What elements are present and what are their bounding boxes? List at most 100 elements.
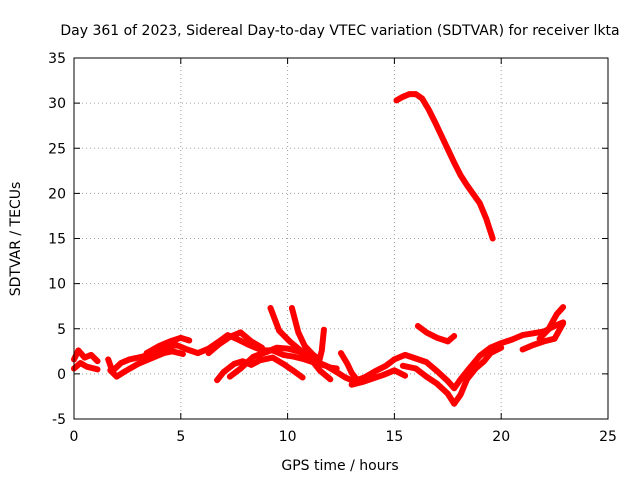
data-point [413, 355, 419, 362]
data-point [139, 353, 146, 360]
data-point [445, 378, 451, 384]
data-point [205, 350, 212, 356]
chart-title: Day 361 of 2023, Sidereal Day-to-day VTE… [60, 23, 619, 39]
data-point [186, 337, 193, 344]
series-track-2 [71, 360, 101, 373]
data-point [560, 304, 566, 310]
data-point [160, 350, 167, 356]
data-point [391, 356, 398, 363]
y-axis-label: SDTVAR / TECUs [8, 182, 24, 297]
data-point [451, 159, 458, 166]
data-point [173, 342, 180, 348]
data-point [545, 326, 551, 333]
data-point [77, 360, 84, 366]
data-point [393, 97, 400, 104]
y-axis-ticks: -5 0 5 10 15 20 25 30 35 [48, 51, 608, 428]
data-point [344, 361, 351, 367]
data-point [423, 329, 430, 336]
data-point [301, 343, 308, 349]
y-tick-label: 10 [48, 277, 66, 293]
grid-lines [74, 58, 608, 419]
data-point [472, 365, 479, 372]
data-point [423, 373, 430, 380]
data-point [489, 235, 496, 242]
data-point [105, 356, 111, 363]
data-point [220, 369, 227, 375]
x-tick-label: 25 [599, 429, 617, 445]
data-point [445, 390, 451, 397]
data-point [180, 351, 186, 357]
data-point [195, 350, 201, 356]
series-track-6 [214, 354, 306, 384]
data-point [248, 338, 255, 345]
data-point [451, 400, 458, 407]
data-point [333, 365, 340, 372]
data-point [216, 341, 222, 347]
data-point [84, 363, 90, 370]
series-track-11 [338, 350, 362, 385]
data-point [498, 344, 505, 351]
data-point [319, 347, 325, 354]
data-point [284, 345, 291, 352]
data-point [81, 354, 88, 361]
data-point [231, 361, 237, 367]
data-point [113, 373, 120, 380]
data-point [372, 368, 379, 375]
data-point [348, 370, 355, 376]
data-point [419, 95, 426, 102]
data-point [519, 332, 526, 338]
data-point [434, 368, 440, 375]
data-point [167, 338, 173, 345]
data-point [509, 336, 515, 343]
data-point [553, 311, 560, 318]
data-point [75, 347, 82, 354]
data-point [466, 365, 473, 372]
data-point [178, 335, 184, 341]
data-point [237, 329, 244, 336]
y-tick-label: 5 [57, 322, 66, 338]
series-track-3 [105, 319, 567, 392]
data-point [400, 363, 406, 369]
data-point [269, 354, 276, 361]
x-tick-label: 5 [176, 429, 185, 445]
data-point [438, 132, 445, 139]
x-tick-label: 20 [492, 429, 510, 445]
data-point [415, 323, 421, 329]
data-point [156, 343, 163, 349]
data-point [530, 330, 536, 337]
data-point [338, 350, 344, 356]
data-point [457, 376, 464, 383]
data-point [227, 373, 233, 380]
data-point [107, 367, 114, 374]
data-point [380, 372, 387, 378]
data-point [135, 361, 141, 367]
data-point [445, 146, 451, 152]
data-point [316, 356, 323, 363]
data-point [280, 361, 287, 367]
data-point [402, 352, 408, 358]
data-point [425, 106, 432, 113]
data-point [126, 356, 133, 363]
data-point [169, 348, 176, 355]
data-point [88, 352, 94, 358]
data-point [118, 360, 124, 366]
data-point [263, 349, 270, 356]
x-axis-ticks: 0 5 10 15 20 25 [70, 58, 617, 445]
data-point [342, 374, 349, 381]
data-point [184, 346, 190, 353]
data-point [267, 305, 274, 311]
data-point [551, 335, 558, 342]
data-point [519, 346, 526, 353]
data-point [432, 119, 438, 125]
y-tick-label: -5 [52, 412, 66, 428]
data-point [321, 326, 327, 333]
data-point [457, 391, 464, 398]
data-point [477, 200, 483, 207]
x-tick-label: 0 [70, 429, 79, 445]
data-point [383, 363, 389, 369]
data-point [498, 340, 505, 347]
data-point [560, 320, 566, 327]
data-point [483, 215, 490, 222]
data-point [348, 381, 355, 388]
